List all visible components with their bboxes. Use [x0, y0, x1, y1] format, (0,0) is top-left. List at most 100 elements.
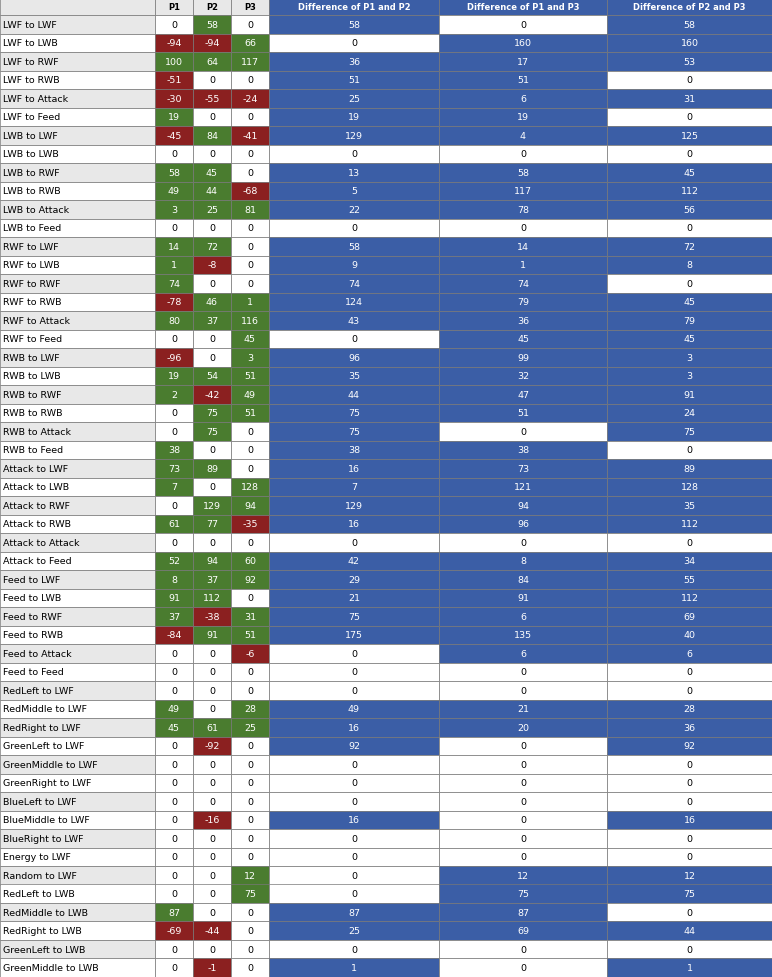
Bar: [231, 589, 269, 608]
Text: 0: 0: [209, 945, 215, 954]
Text: 0: 0: [686, 538, 692, 547]
Text: 75: 75: [348, 408, 360, 418]
Text: 92: 92: [244, 575, 256, 584]
Text: 75: 75: [517, 889, 529, 898]
Bar: [155, 330, 193, 349]
Text: Feed to Attack: Feed to Attack: [3, 649, 72, 658]
Text: 129: 129: [203, 501, 221, 510]
Bar: [269, 367, 439, 386]
Text: 75: 75: [206, 408, 218, 418]
Text: 42: 42: [348, 557, 360, 566]
Text: 74: 74: [168, 279, 180, 288]
Text: 0: 0: [247, 224, 253, 233]
Text: 61: 61: [168, 520, 180, 529]
Bar: [269, 330, 439, 349]
Text: 58: 58: [348, 21, 360, 29]
Text: 99: 99: [517, 354, 529, 362]
Text: 0: 0: [171, 150, 177, 159]
Text: 75: 75: [683, 427, 696, 437]
Bar: [231, 533, 269, 552]
Bar: [231, 256, 269, 275]
Text: 58: 58: [517, 169, 529, 178]
Text: 87: 87: [168, 908, 180, 916]
Text: 112: 112: [680, 594, 699, 603]
Text: 28: 28: [683, 704, 696, 713]
Text: 40: 40: [683, 630, 696, 640]
Text: RWF to LWF: RWF to LWF: [3, 242, 59, 251]
Text: 79: 79: [517, 298, 529, 307]
Bar: [607, 903, 772, 921]
Bar: [439, 533, 607, 552]
Text: 100: 100: [165, 58, 183, 66]
Text: 49: 49: [244, 391, 256, 400]
Text: 0: 0: [520, 21, 526, 29]
Bar: [0, 867, 155, 884]
Text: 3: 3: [686, 354, 692, 362]
Bar: [269, 867, 439, 884]
Text: -84: -84: [166, 630, 181, 640]
Bar: [269, 755, 439, 774]
Bar: [155, 774, 193, 792]
Bar: [439, 478, 607, 496]
Text: 0: 0: [247, 169, 253, 178]
Text: 0: 0: [209, 279, 215, 288]
Text: 75: 75: [348, 613, 360, 621]
Text: 92: 92: [683, 742, 696, 750]
Text: 0: 0: [209, 649, 215, 658]
Text: 72: 72: [206, 242, 218, 251]
Bar: [155, 848, 193, 867]
Text: 45: 45: [683, 169, 696, 178]
Bar: [0, 34, 155, 53]
Bar: [231, 848, 269, 867]
Bar: [193, 164, 231, 183]
Text: 0: 0: [520, 816, 526, 825]
Bar: [0, 219, 155, 237]
Text: 55: 55: [683, 575, 696, 584]
Bar: [439, 367, 607, 386]
Bar: [607, 34, 772, 53]
Text: 0: 0: [520, 538, 526, 547]
Text: P3: P3: [244, 4, 256, 13]
Bar: [607, 884, 772, 903]
Text: 77: 77: [206, 520, 218, 529]
Bar: [607, 330, 772, 349]
Text: LWB to RWB: LWB to RWB: [3, 187, 61, 196]
Bar: [155, 201, 193, 219]
Bar: [439, 515, 607, 533]
Text: 0: 0: [171, 742, 177, 750]
Text: 0: 0: [520, 667, 526, 676]
Text: 0: 0: [209, 354, 215, 362]
Bar: [193, 201, 231, 219]
Bar: [231, 146, 269, 164]
Text: 80: 80: [168, 317, 180, 325]
Text: -94: -94: [166, 39, 181, 48]
Text: 81: 81: [244, 205, 256, 215]
Text: 43: 43: [348, 317, 360, 325]
Bar: [155, 441, 193, 459]
Text: -45: -45: [166, 132, 181, 141]
Bar: [193, 571, 231, 589]
Bar: [193, 219, 231, 237]
Bar: [269, 774, 439, 792]
Bar: [231, 404, 269, 423]
Text: 38: 38: [348, 446, 360, 454]
Bar: [269, 884, 439, 903]
Bar: [439, 16, 607, 34]
Bar: [0, 811, 155, 829]
Text: 69: 69: [683, 613, 696, 621]
Bar: [155, 645, 193, 662]
Text: -92: -92: [205, 742, 220, 750]
Text: 0: 0: [351, 760, 357, 769]
Bar: [193, 903, 231, 921]
Bar: [155, 404, 193, 423]
Bar: [231, 608, 269, 626]
Bar: [607, 940, 772, 958]
Bar: [607, 515, 772, 533]
Bar: [231, 737, 269, 755]
Text: RWF to RWF: RWF to RWF: [3, 279, 60, 288]
Bar: [269, 386, 439, 404]
Bar: [231, 552, 269, 571]
Text: 20: 20: [517, 723, 529, 732]
Bar: [439, 71, 607, 90]
Bar: [231, 755, 269, 774]
